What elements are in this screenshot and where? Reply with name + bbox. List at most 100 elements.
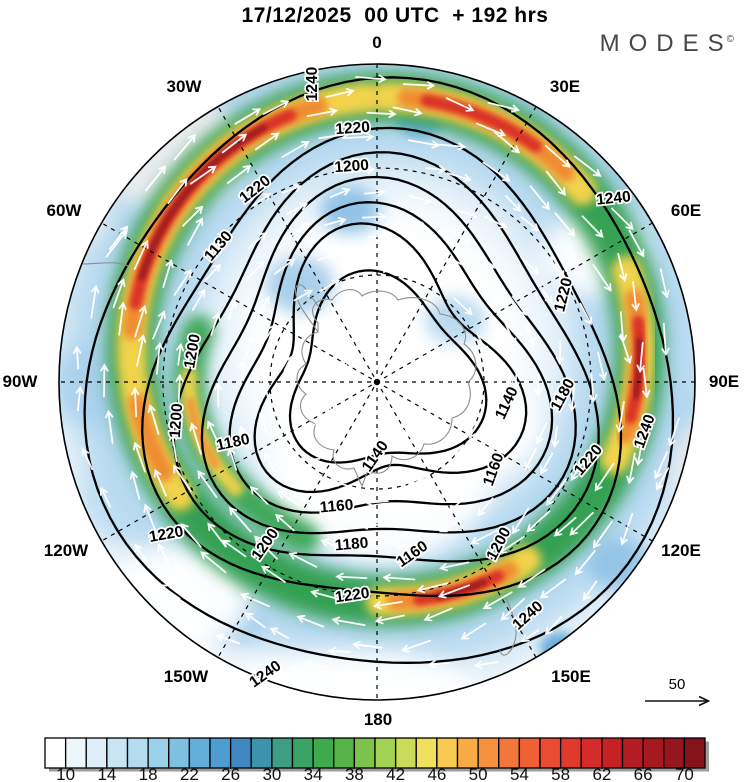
wind-arrow — [157, 543, 170, 565]
wind-arrow — [172, 464, 192, 492]
wind-arrow — [274, 513, 295, 532]
wind-arrow — [626, 452, 636, 485]
colorbar-cell — [663, 737, 686, 769]
wind-arrow — [281, 141, 310, 158]
wind-arrow — [288, 461, 308, 476]
colorbar-cell — [394, 737, 417, 769]
wind-arrow — [168, 432, 178, 462]
wind-arrow — [477, 254, 497, 269]
wind-reference-legend: 50 — [645, 676, 711, 707]
colorbar-tick-label: 18 — [139, 765, 158, 782]
wind-arrow — [325, 88, 355, 98]
wind-arrow — [314, 420, 328, 433]
colorbar-cell — [539, 737, 562, 769]
wind-arrow — [355, 74, 387, 83]
longitude-label: 180 — [364, 710, 392, 729]
wind-arrow — [447, 496, 466, 514]
wind-arrow — [448, 444, 464, 467]
wind-arrow — [221, 133, 248, 154]
wind-arrow — [425, 165, 447, 174]
wind-arrow — [620, 513, 634, 546]
modes-logo: MODES© — [600, 30, 740, 58]
wind-speed-colorbar: 10 14 18 22 26 30 34 38 42 46 50 54 58 62 66 70 — [44, 737, 709, 782]
contour-label: 1180 — [334, 535, 369, 555]
wind-arrow — [317, 251, 340, 261]
wind-arrow — [581, 215, 604, 239]
wind-arrow — [147, 403, 160, 435]
wind-arrow — [446, 172, 472, 183]
wind-arrow — [520, 216, 540, 232]
wind-arrow — [320, 538, 346, 551]
colorbar-cell — [85, 737, 108, 769]
colorbar-tick-label: 14 — [97, 765, 116, 782]
wind-arrow — [568, 386, 577, 413]
wind-arrow — [433, 142, 467, 151]
wind-arrow — [173, 133, 197, 161]
wind-arrow — [90, 284, 100, 319]
wind-arrow — [476, 333, 489, 355]
wind-arrow — [189, 422, 202, 455]
wind-arrow — [234, 108, 262, 125]
colorbar-tick-label: 46 — [427, 765, 446, 782]
wind-arrow — [615, 400, 625, 434]
wind-arrow — [262, 100, 290, 115]
wind-arrow — [283, 355, 293, 372]
wind-arrow — [342, 132, 375, 141]
wind-arrow — [628, 229, 645, 258]
colorbar-tick-label: 54 — [510, 765, 529, 782]
wind-arrow — [153, 468, 167, 497]
map-disk — [59, 64, 695, 700]
longitude-label: 120E — [661, 541, 701, 560]
wind-arrow — [409, 195, 433, 205]
wind-arrow — [544, 615, 563, 636]
wind-arrow — [582, 580, 598, 601]
wind-arrow — [288, 552, 318, 568]
wind-arrow — [636, 342, 645, 374]
wind-arrow — [143, 503, 158, 534]
height-contour — [83, 76, 675, 664]
wind-arrow — [244, 612, 266, 629]
wind-arrow — [331, 478, 356, 490]
wind-arrow — [247, 232, 268, 250]
colorbar-tick-label: 22 — [180, 765, 199, 782]
wind-arrow — [534, 372, 543, 397]
wind-arrow — [489, 287, 505, 308]
wind-arrow — [382, 573, 416, 582]
contour-label: 1240 — [304, 67, 321, 101]
colorbar-cell — [126, 737, 149, 769]
wind-arrow — [134, 304, 147, 338]
colorbar-tick-label: 26 — [221, 765, 240, 782]
wind-arrow — [210, 311, 221, 336]
wind-arrow — [249, 486, 269, 505]
height-contour — [288, 269, 488, 464]
colorbar-tick-label: 34 — [304, 765, 323, 782]
wind-arrow — [482, 591, 513, 609]
wind-arrow — [500, 597, 526, 621]
wind-arrow — [260, 373, 269, 398]
wind-arrow — [569, 511, 594, 536]
wind-arrow — [468, 419, 480, 440]
wind-arrow — [470, 528, 500, 545]
wind-arrow — [213, 382, 223, 408]
wind-arrow — [304, 661, 327, 670]
wind-arrow — [118, 301, 127, 336]
south-pole-dot — [373, 378, 381, 386]
wind-arrow — [306, 107, 338, 117]
colorbar-cell — [250, 737, 273, 769]
wind-arrow — [524, 447, 537, 471]
wind-arrow — [281, 184, 303, 194]
wind-arrow — [134, 543, 149, 565]
map-boundary — [58, 63, 696, 701]
page-title: 17/12/2025 00 UTC + 192 hrs — [241, 4, 549, 27]
colorbar-tick-label: 62 — [592, 765, 611, 782]
wind-arrow — [132, 441, 146, 473]
wind-arrow — [487, 101, 520, 113]
wind-arrow — [273, 258, 296, 275]
wind-arrow — [529, 185, 551, 211]
colorbar-tick-label: 38 — [345, 765, 364, 782]
wind-arrow — [133, 239, 149, 270]
wind-arrow — [327, 647, 352, 656]
colorbar-cell — [106, 737, 129, 769]
wind-arrow — [537, 283, 553, 305]
wind-arrow — [536, 422, 548, 445]
